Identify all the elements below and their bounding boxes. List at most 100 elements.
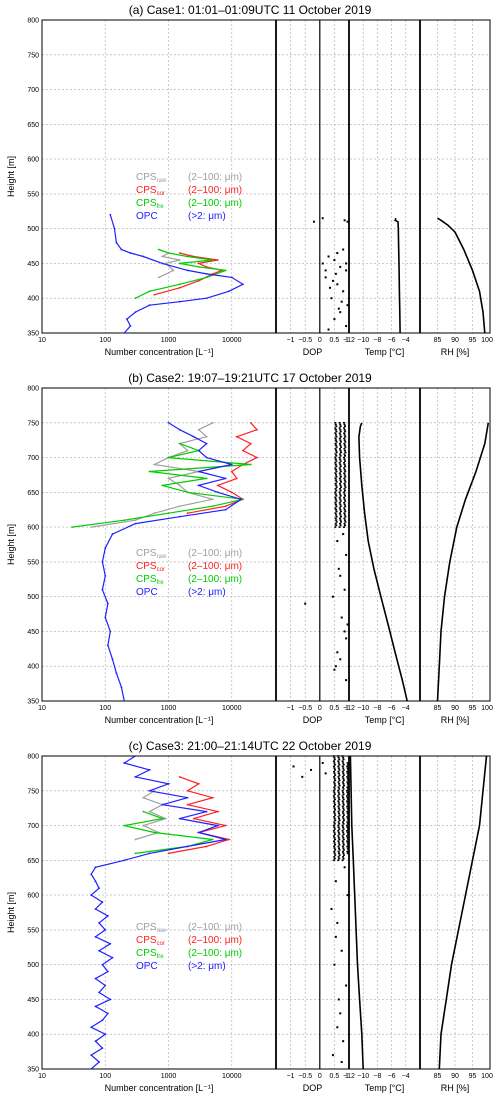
nc-tick-label: 10000 — [222, 1073, 242, 1080]
dop-point — [333, 786, 336, 789]
series-line-cps-cor — [168, 776, 232, 854]
dop-point — [337, 791, 340, 794]
dop-point — [337, 821, 340, 823]
dop-point — [342, 849, 345, 851]
dop-point — [343, 498, 346, 501]
data-point — [101, 963, 104, 966]
dop-point — [343, 514, 346, 516]
rh-tick-label: 100 — [481, 337, 493, 344]
data-point — [167, 782, 170, 785]
dop-point — [347, 803, 350, 806]
data-point — [148, 852, 151, 855]
dop-point — [341, 760, 344, 763]
dop-point — [346, 847, 349, 849]
data-point — [242, 498, 244, 501]
data-point — [134, 297, 137, 300]
dop-point — [333, 817, 336, 820]
data-point — [123, 824, 126, 827]
nc-axis-label: Number concentration [L⁻¹] — [105, 1083, 214, 1093]
dop-point — [332, 760, 335, 763]
dop-point — [343, 479, 346, 481]
dop-point — [342, 290, 345, 293]
dop-point — [338, 512, 341, 514]
dop-point — [346, 823, 349, 825]
temp-tick-label: −12 — [343, 337, 355, 344]
nc-tick-label: 1000 — [161, 1073, 177, 1080]
dop-point — [334, 849, 337, 851]
temp-tick-label: −8 — [373, 705, 381, 712]
dop-point — [338, 472, 341, 475]
data-point — [167, 477, 170, 480]
dop-point — [342, 823, 345, 825]
dop-point — [346, 812, 349, 815]
data-point — [142, 824, 145, 827]
dop-point — [339, 658, 342, 661]
data-point — [94, 866, 97, 869]
data-point — [126, 318, 128, 320]
y-axis-label: Height [m] — [6, 524, 16, 565]
data-point — [109, 213, 112, 216]
dop-point — [338, 763, 341, 766]
dop-point — [334, 491, 337, 494]
dop-point — [346, 788, 349, 790]
dop-point — [333, 823, 336, 825]
dop-point — [333, 812, 336, 815]
dop-point — [338, 779, 341, 782]
dop-point — [337, 816, 340, 818]
data-point — [178, 515, 181, 518]
data-point — [123, 519, 126, 522]
y-tick-label: 650 — [27, 490, 39, 497]
rh-tick-label: 90 — [451, 705, 459, 712]
legend-entry: CPSraw — [136, 172, 167, 184]
dop-point — [304, 602, 307, 605]
data-point — [161, 255, 164, 258]
dop-point — [341, 835, 344, 837]
data-point — [172, 269, 175, 272]
dop-point — [343, 437, 346, 440]
temp-profile — [358, 422, 408, 702]
dop-point — [334, 526, 337, 528]
dop-tick-label: 1 — [345, 1073, 349, 1080]
dop-point — [339, 482, 342, 485]
data-point — [249, 442, 252, 445]
rh-axis-label: RH [%] — [441, 715, 470, 725]
rh-tick-label: 85 — [434, 705, 442, 712]
panel-c: (c) Case3: 21:00–21:14UTC 22 October 201… — [6, 739, 493, 1093]
data-point — [230, 470, 233, 473]
data-point — [211, 421, 214, 424]
legend-range: (2–100: μm) — [188, 198, 242, 209]
dop-tick-label: −0.5 — [298, 705, 312, 712]
dop-point — [347, 814, 350, 816]
dop-point — [345, 984, 348, 987]
dop-point — [337, 859, 340, 862]
dop-point — [334, 467, 337, 469]
data-point — [211, 498, 214, 501]
dop-point — [334, 477, 337, 480]
legend-range: (2–100: μm) — [188, 574, 242, 585]
data-point — [205, 845, 208, 848]
data-point — [186, 845, 189, 848]
dop-point — [345, 553, 348, 556]
data-point — [111, 658, 114, 661]
data-point — [111, 956, 114, 959]
dop-point — [346, 829, 349, 832]
dop-point — [345, 789, 348, 792]
dop-point — [342, 817, 345, 820]
y-tick-label: 500 — [27, 962, 39, 969]
data-point — [197, 484, 200, 487]
data-point — [205, 810, 208, 813]
dop-point — [341, 824, 344, 827]
dop-point — [342, 842, 345, 844]
dop-point — [337, 826, 340, 829]
dop-point — [341, 770, 344, 773]
dop-point — [346, 840, 349, 843]
data-point — [94, 1040, 97, 1043]
dop-point — [337, 772, 340, 775]
nc-tick-label: 10 — [38, 337, 46, 344]
dop-point — [346, 776, 349, 778]
legend-entry: OPC — [136, 211, 158, 222]
dop-point — [312, 220, 315, 223]
dop-point — [344, 446, 347, 448]
data-point — [148, 290, 151, 293]
data-point — [120, 686, 123, 688]
